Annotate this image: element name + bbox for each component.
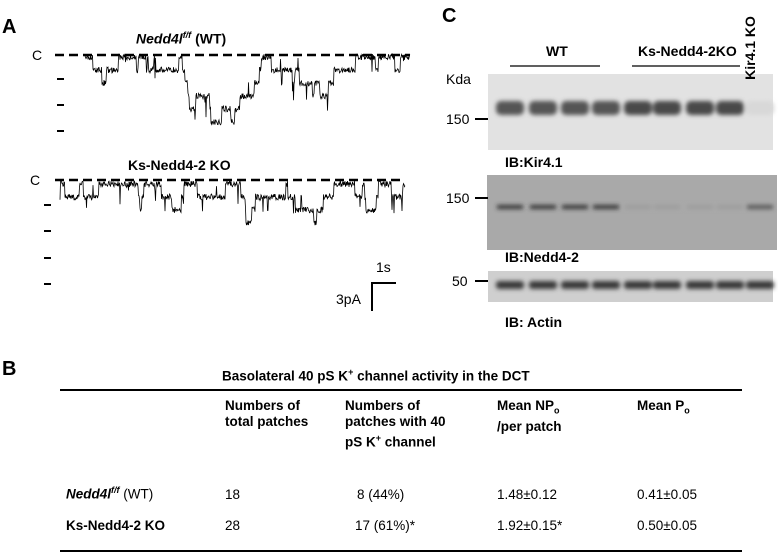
scale-bar [371, 282, 396, 311]
trace [59, 179, 406, 226]
band [561, 101, 589, 115]
band [529, 281, 557, 289]
band [561, 281, 589, 289]
group-label: Ks-Nedd4-2KO [638, 43, 737, 59]
group-label: Kir4.1 KO [741, 16, 758, 80]
band [654, 205, 680, 209]
band [592, 281, 620, 289]
band [716, 101, 744, 115]
cell: 0.50±0.05 [637, 518, 697, 533]
band [593, 205, 619, 209]
blot-label: IB:Nedd4-2 [505, 249, 579, 265]
scale-current: 3pA [336, 291, 361, 307]
band [746, 101, 774, 115]
band [562, 205, 588, 209]
band [624, 101, 652, 115]
cell: 17 (61%)* [355, 518, 416, 533]
cell: 8 (44%) [357, 487, 405, 502]
cell: 28 [225, 518, 241, 533]
band [496, 101, 524, 115]
row-name: Ks-Nedd4-2 KO [66, 518, 166, 533]
band [625, 205, 651, 209]
unit-label: Kda [446, 71, 471, 87]
band [529, 101, 557, 115]
column-header: Mean NPo /per patch [497, 398, 562, 434]
bands [496, 101, 774, 289]
trace-title: Nedd4lf/f (WT) [136, 30, 227, 47]
marker-label: 50 [452, 273, 468, 289]
cell: 18 [225, 487, 241, 502]
blot-label: IB: Actin [505, 314, 563, 330]
column-header: Mean Po [637, 398, 690, 416]
marker-ticks [475, 118, 488, 282]
row-name: Nedd4lf/f (WT) [66, 485, 154, 502]
band [653, 101, 681, 115]
band [624, 281, 652, 289]
marker-label: 150 [446, 111, 470, 127]
blot-label: IB:Kir4.1 [505, 154, 563, 170]
band [686, 281, 714, 289]
cell: 0.41±0.05 [637, 487, 697, 502]
panel-label: A [2, 16, 17, 38]
band [747, 205, 773, 209]
band [653, 281, 681, 289]
band [746, 281, 774, 289]
band [497, 205, 523, 209]
table-title: Basolateral 40 pS K+ channel activity in… [222, 367, 530, 384]
trace-title: Ks-Nedd4-2 KO [128, 157, 231, 173]
marker-label: 150 [446, 190, 470, 206]
band [496, 281, 524, 289]
closed-label: C [32, 47, 43, 63]
level-ticks [44, 78, 64, 285]
traces [59, 52, 411, 226]
band [592, 101, 620, 115]
column-header: Numbers of total patches [225, 398, 309, 429]
band [686, 101, 714, 115]
panel-label: B [2, 358, 17, 380]
closed-label: C [30, 172, 41, 188]
column-header: Numbers of patches with 40 pS K+ channel [345, 398, 446, 450]
blot [487, 175, 777, 250]
cell: 1.48±0.12 [497, 487, 557, 502]
band [717, 205, 743, 209]
panel-label: C [442, 5, 457, 27]
cell: 1.92±0.15* [497, 518, 563, 533]
group-label: WT [546, 43, 568, 59]
scale-time: 1s [376, 259, 391, 275]
band [716, 281, 744, 289]
band [687, 205, 713, 209]
trace [84, 52, 411, 126]
band [530, 205, 556, 209]
